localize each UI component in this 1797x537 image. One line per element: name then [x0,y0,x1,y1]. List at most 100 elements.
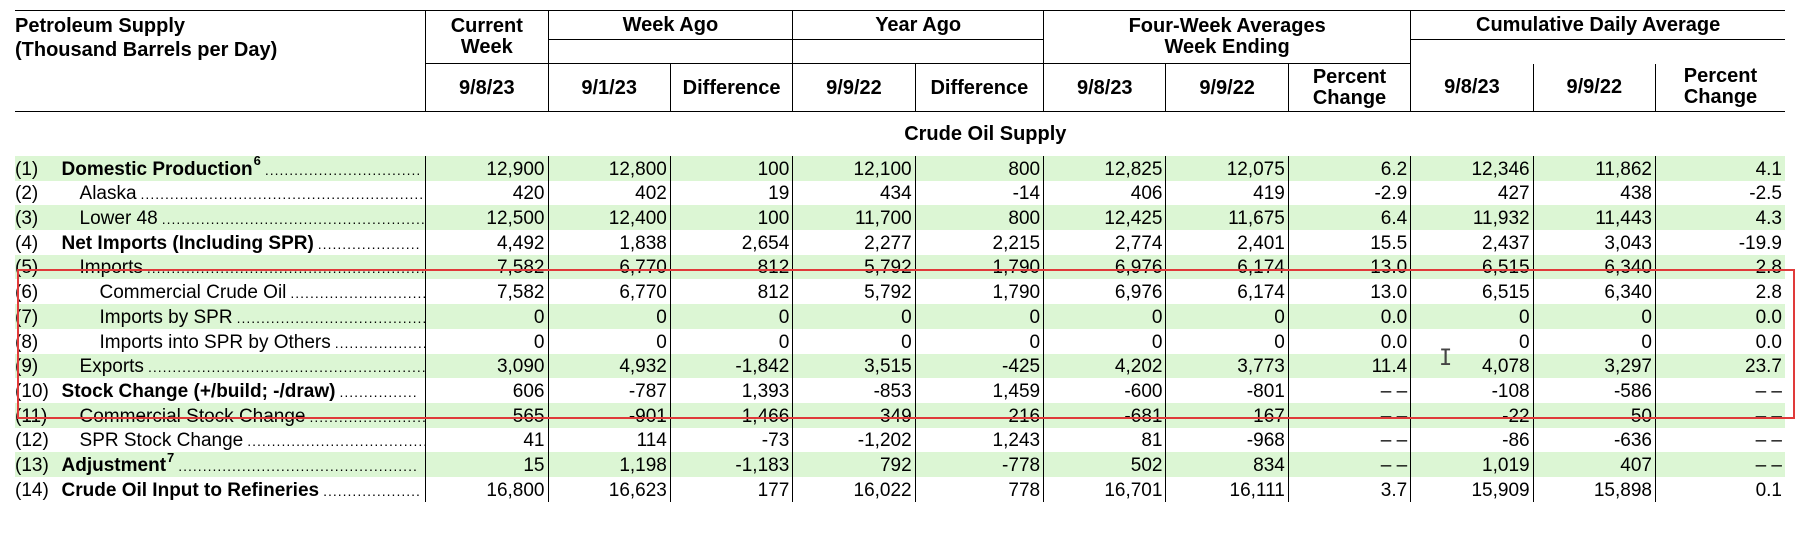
subheader-current-week: 9/8/23 [425,63,548,112]
data-cell: 419 [1165,180,1289,206]
data-cell: 406 [1043,180,1166,206]
data-cell: 81 [1043,427,1166,453]
leader-dots: ........................................… [178,457,420,474]
row-label: Imports [79,257,143,279]
data-cell: 2,437 [1410,230,1534,255]
data-cell: 12,825 [1043,156,1166,181]
leader-dots: ........................................… [290,285,425,302]
data-cell: 11,862 [1532,156,1656,181]
table-row: (2) Alaska...............................… [15,180,1785,206]
data-cell: 0 [914,304,1044,329]
data-cell: 0 [792,328,916,354]
leader-dots: ........................................… [161,211,426,228]
data-cell: 402 [547,180,671,206]
data-cell: 0.0 [1287,328,1411,354]
row-index: (9) [15,353,62,379]
data-cell: 6,976 [1043,279,1166,305]
four-week-line-2: Week Ending [1164,36,1290,58]
data-cell: – – [1654,402,1785,428]
data-cell: 0 [425,328,548,354]
data-cell: -19.9 [1654,230,1785,255]
leader-dots: ........................................… [264,161,419,178]
leader-dots: ........................................… [339,383,419,400]
data-cell: – – [1287,427,1411,453]
data-cell: 167 [1165,402,1289,428]
data-cell: 438 [1532,180,1656,206]
data-cell: 0 [914,328,1044,354]
data-cell: 3,090 [425,353,548,379]
data-cell: 0 [669,304,793,329]
table-row: (5) Imports..............................… [15,254,1785,280]
data-cell: 11.4 [1287,353,1411,379]
table-row: (10) Stock Change (+/build; -/draw)......… [15,378,1785,403]
data-cell: 2,774 [1043,230,1166,255]
table-row: (9) Exports..............................… [15,353,1785,379]
data-cell: -853 [792,378,916,403]
data-cell: 0.1 [1654,476,1785,502]
data-cell: 4.3 [1654,205,1785,231]
footnote-marker: 7 [167,452,175,465]
data-cell: -2.9 [1287,180,1411,206]
row-index: (2) [15,183,39,205]
data-cell: 50 [1532,402,1656,428]
data-cell: 12,500 [425,205,548,231]
data-cell: – – [1287,402,1411,428]
data-cell: 12,425 [1043,205,1166,231]
data-cell: 177 [669,476,793,502]
data-cell: 3.7 [1287,476,1411,502]
data-cell: 0 [547,304,671,329]
data-cell: 2,654 [669,230,793,255]
data-cell: 2,215 [914,230,1044,255]
data-cell: 502 [1043,452,1166,477]
data-cell: – – [1654,427,1785,453]
four-week-line-1: Four-Week Averages [1128,15,1326,37]
data-cell: 800 [914,205,1044,231]
data-cell: 1,243 [914,427,1044,453]
data-cell: 0 [792,304,916,329]
row-label-cell: SPR Stock Change........................… [62,428,426,453]
data-cell: -425 [914,353,1044,379]
data-cell: 0 [669,328,793,354]
data-cell: 7,582 [425,254,548,280]
data-cell: 4,932 [547,353,671,379]
data-cell: 778 [914,476,1044,502]
data-cell: 0 [1410,304,1534,329]
data-cell: 4,202 [1043,353,1166,379]
data-cell: -1,842 [669,353,793,379]
data-cell: 834 [1165,452,1289,477]
data-cell: 0 [1043,304,1166,329]
data-cell: 11,443 [1532,205,1656,231]
data-cell: 6,174 [1165,254,1289,280]
row-label: Exports [79,356,144,378]
data-cell: 6,340 [1532,279,1656,305]
data-cell: – – [1654,452,1785,477]
data-cell: 12,075 [1165,156,1289,181]
data-cell: 16,022 [792,476,916,502]
row-index: (1) [15,156,62,181]
data-cell: 5,792 [792,254,916,280]
data-cell: 12,346 [1410,156,1534,181]
table-row: (6) Commercial Crude Oil.................… [15,279,1785,305]
data-cell: 0 [1410,328,1534,354]
data-cell: 0 [547,328,671,354]
row-index: (3) [15,205,62,231]
row-label-cell: Imports.................................… [61,254,426,280]
table-row: (7) Imports by SPR.......................… [15,304,1785,329]
data-cell: -14 [914,180,1044,206]
data-cell: -681 [1043,402,1166,428]
data-cell: 11,675 [1165,205,1289,231]
data-cell: 23.7 [1654,353,1785,379]
data-cell: -1,183 [669,452,793,477]
data-cell: 1,019 [1410,452,1534,477]
data-cell: 434 [792,180,916,206]
data-cell: 3,297 [1532,353,1656,379]
row-index: (14) [15,479,49,501]
row-label: Crude Oil Input to Refineries [61,479,320,501]
data-cell: 19 [669,180,793,206]
leader-dots: ........................................… [317,235,419,252]
data-cell: 6,976 [1043,254,1166,280]
table-row: (4) Net Imports (Including SPR)..........… [15,230,1785,255]
data-cell: -108 [1410,378,1534,403]
header-current-week: Current Week [425,10,548,64]
data-cell: 12,100 [792,156,916,181]
